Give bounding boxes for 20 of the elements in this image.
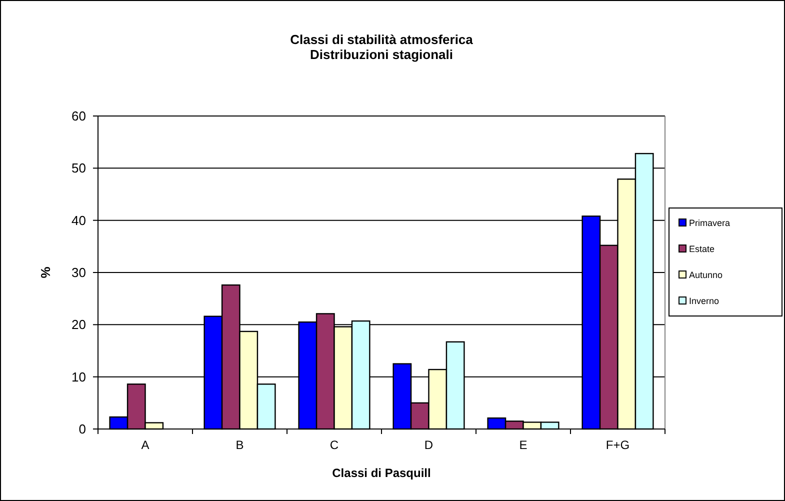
x-tick-label: D xyxy=(424,438,434,452)
y-tick-label: 60 xyxy=(72,108,86,124)
chart-title: Classi di stabilità atmosferica Distribuzioni stagionali xyxy=(290,32,474,62)
legend-label: Estate xyxy=(689,244,715,254)
y-tick-label: 20 xyxy=(72,317,86,332)
x-axis-title: Classi di Pasquill xyxy=(332,466,431,480)
x-tick-label: B xyxy=(236,438,244,452)
y-tick-label: 30 xyxy=(72,265,86,280)
y-tick-label: 40 xyxy=(72,212,86,228)
y-axis-title: % xyxy=(38,266,53,278)
y-tick-label: 50 xyxy=(72,160,86,176)
x-tick-label: E xyxy=(519,438,528,452)
legend-label: Autunno xyxy=(689,270,723,280)
y-tick-label: 10 xyxy=(72,369,86,384)
legend-label: Primavera xyxy=(689,218,730,228)
y-tick-label: 0 xyxy=(78,422,86,437)
legend-label: Inverno xyxy=(689,296,720,306)
x-tick-label: A xyxy=(141,438,150,452)
x-tick-label: F+G xyxy=(606,438,630,452)
x-tick-label: C xyxy=(330,438,339,452)
